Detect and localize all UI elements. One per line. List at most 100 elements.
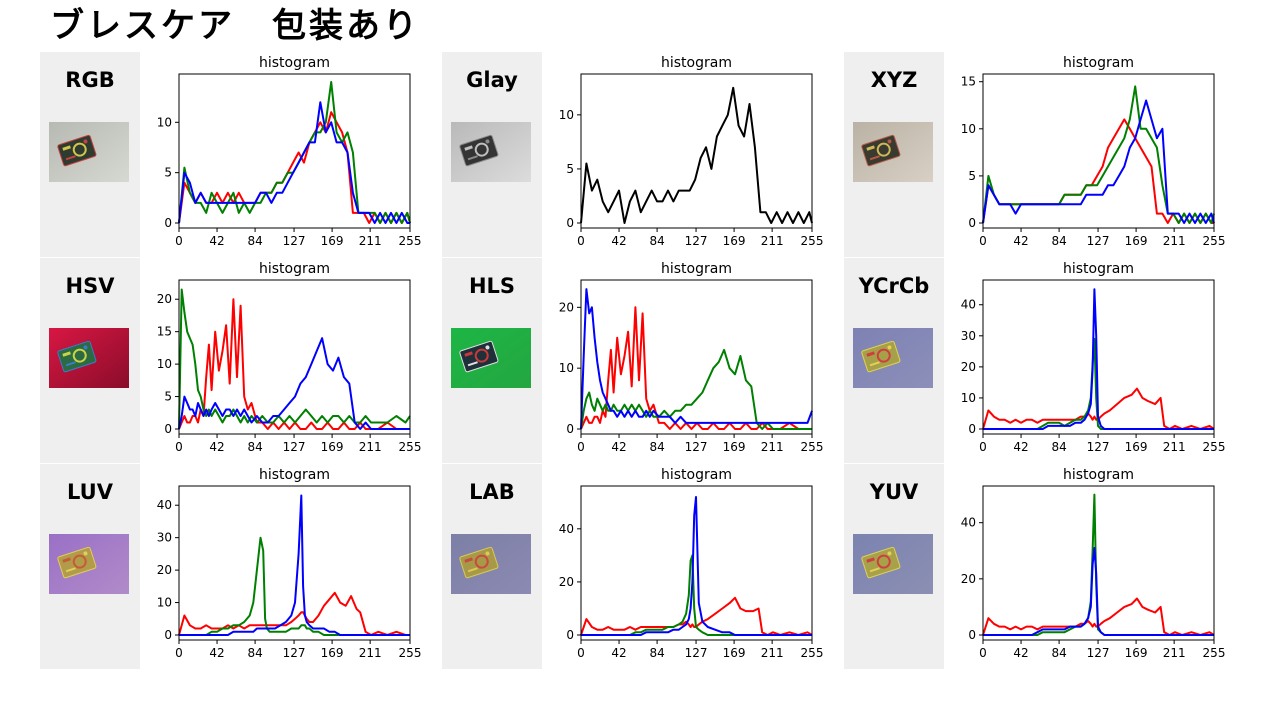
- thumbnail-image: [49, 328, 129, 388]
- thumbnail-image: [853, 534, 933, 594]
- x-tick-label: 42: [611, 440, 626, 454]
- series-line-l: [580, 596, 813, 636]
- y-tick-label: 30: [157, 531, 172, 545]
- y-tick-label: 20: [157, 563, 172, 577]
- x-tick-label: 42: [209, 646, 224, 660]
- histogram-chart: histogram 0 42 84 127 169 211 255 0 5 10 15 20: [140, 258, 440, 463]
- x-tick-label: 84: [1051, 646, 1066, 660]
- y-tick-label: 10: [157, 596, 172, 610]
- x-tick-label: 211: [359, 440, 382, 454]
- histogram-chart: histogram 0 42 84 127 169 211 255 0 10 20: [542, 258, 842, 463]
- x-tick-label: 211: [1163, 234, 1186, 248]
- y-tick-label: 5: [164, 166, 172, 180]
- y-tick-label: 0: [566, 216, 574, 230]
- x-tick-label: 84: [247, 440, 262, 454]
- y-tick-label: 10: [157, 115, 172, 129]
- y-tick-label: 20: [961, 360, 976, 374]
- x-tick-label: 0: [577, 234, 585, 248]
- chart-title: histogram: [259, 467, 330, 483]
- x-tick-label: 0: [577, 646, 585, 660]
- x-tick-label: 211: [1163, 440, 1186, 454]
- series-line-g: [178, 81, 411, 224]
- histogram-chart: histogram 0 42 84 127 169 211 255 0 5 10: [140, 52, 440, 257]
- x-tick-label: 169: [1125, 646, 1148, 660]
- chart-title: histogram: [1063, 55, 1134, 71]
- x-tick-label: 84: [649, 234, 664, 248]
- y-tick-label: 15: [157, 325, 172, 339]
- series-line-r: [178, 111, 411, 224]
- y-tick-label: 10: [157, 357, 172, 371]
- x-tick-label: 255: [801, 234, 824, 248]
- x-tick-label: 0: [979, 440, 987, 454]
- x-tick-label: 84: [1051, 234, 1066, 248]
- page-title: ブレスケア 包装あり: [50, 6, 420, 46]
- x-tick-label: 42: [1013, 234, 1028, 248]
- histogram-chart: histogram 0 42 84 127 169 211 255 0 20 40: [542, 464, 842, 669]
- series-line-v: [983, 547, 1214, 636]
- chart-title: histogram: [1063, 467, 1134, 483]
- series-line-y: [982, 85, 1215, 224]
- x-tick-label: 42: [209, 234, 224, 248]
- series-line-s: [580, 288, 813, 430]
- series-line-v: [179, 494, 410, 636]
- histogram-cell-lab: LAB histogram 0 42 84 127 169 211 255 0 20 40: [442, 464, 842, 669]
- x-tick-label: 211: [1163, 646, 1186, 660]
- y-tick-label: 10: [961, 122, 976, 136]
- x-tick-label: 0: [175, 234, 183, 248]
- histogram-cell-luv: LUV histogram 0 42 84 127 169 211 255 0 10 20 30 40: [40, 464, 440, 669]
- series-line-z: [982, 99, 1215, 224]
- chart-title: histogram: [661, 467, 732, 483]
- series-line-gray: [580, 86, 813, 224]
- series-line-y: [982, 387, 1215, 430]
- y-tick-label: 20: [157, 292, 172, 306]
- x-tick-label: 42: [611, 646, 626, 660]
- x-tick-label: 127: [283, 646, 306, 660]
- x-tick-label: 127: [685, 234, 708, 248]
- y-tick-label: 20: [559, 575, 574, 589]
- thumbnail-image: [49, 534, 129, 594]
- series-line-y: [982, 597, 1215, 636]
- x-tick-label: 255: [399, 440, 422, 454]
- x-tick-label: 169: [723, 646, 746, 660]
- histogram-cell-hls: HLS histogram 0 42 84 127 169 211 255 0 10 20: [442, 258, 842, 463]
- histogram-grid: RGB histogram 0 42 84 127 169 211 255 0 5 10 Glay his…: [40, 52, 1244, 669]
- y-tick-label: 0: [164, 628, 172, 642]
- y-tick-label: 10: [961, 391, 976, 405]
- x-tick-label: 0: [577, 440, 585, 454]
- y-tick-label: 40: [559, 522, 574, 536]
- thumbnail-image: [49, 122, 129, 182]
- x-tick-label: 42: [1013, 440, 1028, 454]
- thumbnail-image: [853, 122, 933, 182]
- y-tick-label: 30: [961, 329, 976, 343]
- color-space-label: XYZ: [870, 68, 918, 92]
- x-tick-label: 169: [723, 440, 746, 454]
- y-tick-label: 15: [961, 75, 976, 89]
- color-space-label: HLS: [468, 274, 516, 298]
- series-line-cb: [983, 288, 1214, 430]
- series-line-l: [580, 348, 812, 430]
- y-tick-label: 10: [559, 108, 574, 122]
- histogram-chart: histogram 0 42 84 127 169 211 255 0 10 20 30 40: [140, 464, 440, 669]
- series-line-b: [581, 496, 812, 636]
- x-tick-label: 211: [359, 646, 382, 660]
- y-tick-label: 0: [968, 422, 976, 436]
- plot-frame: [178, 73, 411, 229]
- y-tick-label: 5: [566, 162, 574, 176]
- y-tick-label: 20: [961, 572, 976, 586]
- chart-title: histogram: [661, 55, 732, 71]
- x-tick-label: 127: [685, 646, 708, 660]
- thumbnail-image: [451, 534, 531, 594]
- y-tick-label: 10: [559, 361, 574, 375]
- x-tick-label: 169: [723, 234, 746, 248]
- x-tick-label: 0: [979, 234, 987, 248]
- x-tick-label: 211: [761, 440, 784, 454]
- x-tick-label: 255: [1203, 646, 1226, 660]
- series-line-s: [178, 288, 411, 430]
- histogram-chart: histogram 0 42 84 127 169 211 255 0 5 10 15: [944, 52, 1244, 257]
- x-tick-label: 42: [611, 234, 626, 248]
- color-space-label: LAB: [469, 480, 515, 504]
- thumbnail-image: [451, 328, 531, 388]
- y-tick-label: 0: [164, 216, 172, 230]
- x-tick-label: 169: [321, 234, 344, 248]
- y-tick-label: 0: [566, 628, 574, 642]
